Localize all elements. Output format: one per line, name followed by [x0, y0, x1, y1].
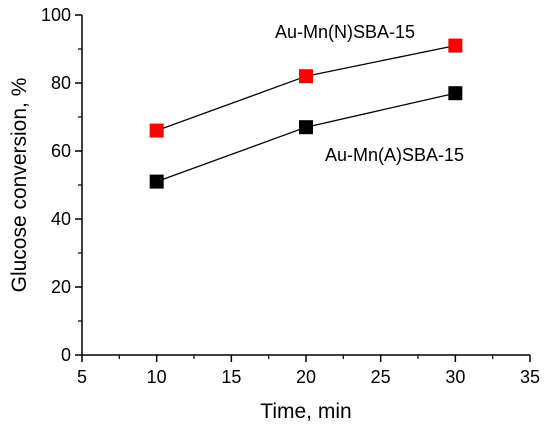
y-tick-label: 100: [41, 5, 71, 25]
y-tick-label: 60: [51, 141, 71, 161]
y-tick-label: 40: [51, 209, 71, 229]
y-tick-label: 20: [51, 277, 71, 297]
y-axis-title: Glucose conversion, %: [8, 78, 31, 293]
data-point-marker: [448, 38, 463, 53]
x-tick-label: 35: [520, 367, 540, 387]
series-line: [156, 92, 456, 183]
y-ticks: 0 20 40 60 80 100: [41, 5, 82, 365]
x-ticks: 5 10 15 20 25 30 35: [77, 355, 540, 387]
x-tick-label: 25: [371, 367, 391, 387]
series-line: [156, 44, 456, 132]
x-tick-label: 30: [445, 367, 465, 387]
data-point-marker: [149, 174, 164, 189]
x-tick-label: 20: [296, 367, 316, 387]
y-tick-label: 0: [61, 345, 71, 365]
x-axis-title: Time, min: [260, 400, 351, 423]
data-point-marker: [299, 69, 313, 84]
series-label-au-mn-a: Au-Mn(A)SBA-15: [325, 145, 464, 165]
plot-frame: [81, 15, 530, 356]
x-tick-label: 15: [221, 367, 241, 387]
data-point-marker: [149, 123, 164, 138]
series-label-au-mn-n: Au-Mn(N)SBA-15: [275, 22, 415, 42]
data-point-marker: [448, 86, 463, 101]
x-tick-label: 5: [77, 367, 87, 387]
series-layer: [149, 38, 463, 189]
y-tick-label: 80: [51, 73, 71, 93]
x-tick-label: 10: [147, 367, 167, 387]
data-point-marker: [299, 120, 313, 135]
